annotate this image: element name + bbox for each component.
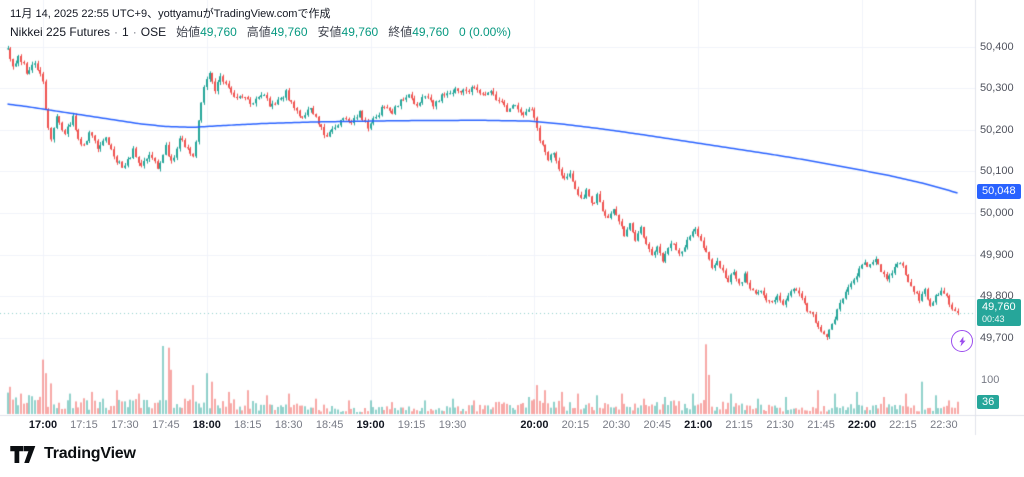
- ohlc-values: 始値49,760 高値49,760 安値49,760 終値49,760: [166, 23, 449, 40]
- tradingview-logo-text[interactable]: TradingView: [44, 445, 136, 462]
- ma-price-label: 50,048: [977, 184, 1021, 200]
- price-axis-label: 50,100: [980, 165, 1014, 178]
- volume-current-label: 36: [977, 394, 1000, 409]
- ohlc-field-label: 終値: [388, 25, 413, 39]
- time-axis-label: 18:15: [233, 419, 262, 431]
- time-axis-label: 17:00: [28, 419, 58, 431]
- price-axis-label: 50,400: [980, 40, 1014, 53]
- exchange-name[interactable]: OSE: [140, 24, 167, 39]
- chart-interval[interactable]: 1: [122, 24, 129, 39]
- price-change: 0 (0.00%): [458, 24, 511, 39]
- time-axis-label: 19:15: [397, 419, 426, 431]
- bar-countdown: 00:43: [982, 313, 1005, 324]
- ohlc-field-label: 高値: [246, 25, 271, 39]
- time-axis-label: 18:00: [192, 419, 221, 431]
- lightning-bolt-icon: [956, 335, 969, 348]
- time-axis-label: 19:00: [356, 419, 385, 431]
- time-axis-label: 21:45: [807, 419, 835, 431]
- price-axis-label: 49,700: [980, 331, 1014, 344]
- time-axis-label: 21:15: [725, 419, 753, 431]
- time-axis-label: 17:30: [111, 419, 139, 431]
- time-axis-label: 18:45: [315, 419, 344, 431]
- time-axis-label: 22:30: [930, 419, 958, 431]
- price-axis-label: 50,000: [980, 207, 1014, 220]
- ohlc-field-value: 49,760: [200, 25, 237, 39]
- symbol-name[interactable]: Nikkei 225 Futures: [10, 24, 111, 39]
- time-axis-label: 21:00: [684, 419, 713, 431]
- last-price-label: 49,760 00:43: [977, 298, 1021, 326]
- legend-separator: ·: [114, 24, 119, 39]
- footer-logo: TradingView: [10, 445, 136, 463]
- ohlc-field-label: 安値: [317, 25, 342, 39]
- price-axis-label: 50,300: [980, 82, 1014, 95]
- time-axis-label: 18:30: [274, 419, 303, 431]
- price-axis-label: 50,200: [980, 123, 1014, 136]
- time-axis-label: 22:15: [889, 419, 917, 431]
- volume-axis-label: 100: [981, 374, 1000, 386]
- ohlc-field-value: 49,760: [270, 25, 308, 39]
- ohlc-field-label: 始値: [176, 25, 201, 39]
- time-axis-label: 20:45: [643, 419, 672, 431]
- tradingview-logo-icon[interactable]: [10, 445, 37, 463]
- ohlc-field-value: 49,760: [341, 25, 379, 39]
- time-axis-label: 20:00: [520, 419, 549, 431]
- time-axis-label: 17:45: [152, 419, 180, 431]
- ohlc-field-value: 49,760: [412, 25, 449, 39]
- time-axis-label: 19:30: [438, 419, 467, 431]
- last-price-value: 49,760: [982, 300, 1016, 313]
- attribution-text: 11月 14, 2025 22:55 UTC+9、yottyamuがTradin…: [10, 8, 331, 20]
- time-axis-label: 17:15: [70, 419, 98, 431]
- legend-separator: ·: [132, 24, 137, 39]
- time-axis-label: 22:00: [847, 419, 877, 431]
- instant-trading-button[interactable]: [951, 330, 973, 352]
- symbol-legend: Nikkei 225 Futures · 1 · OSE 始値49,760 高値4…: [10, 23, 511, 40]
- price-axis-label: 49,900: [980, 248, 1014, 261]
- time-axis-label: 20:15: [561, 419, 590, 431]
- time-axis-label: 21:30: [766, 419, 794, 431]
- time-axis-label: 20:30: [602, 419, 631, 431]
